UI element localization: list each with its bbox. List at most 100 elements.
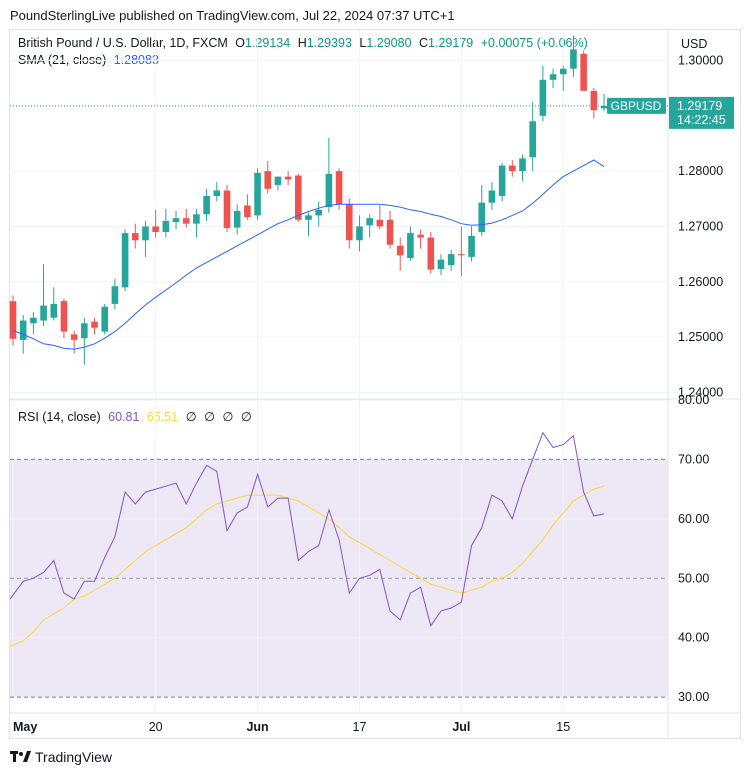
candle-body: [315, 209, 322, 216]
low-label: L: [359, 36, 367, 50]
candle-body: [488, 190, 496, 203]
candle-body: [529, 121, 536, 158]
candle-body: [193, 214, 200, 224]
candle-body: [356, 226, 363, 241]
footer-brand: TradingView: [35, 749, 113, 765]
candle-body: [121, 233, 129, 288]
candle-body: [233, 210, 241, 228]
candle-body: [549, 74, 557, 80]
candle-body: [40, 305, 47, 321]
instrument-label[interactable]: British Pound / U.S. Dollar, 1D, FXCM: [18, 36, 228, 50]
candle-body: [295, 175, 302, 220]
candle-body: [162, 220, 170, 232]
na-symbol: ∅: [240, 410, 252, 424]
candle-body: [30, 317, 37, 324]
time-tick-label: May: [13, 720, 37, 734]
change-value: +0.00075 (+0.06%): [480, 36, 588, 50]
candle-body: [437, 259, 445, 270]
price-legend: British Pound / U.S. Dollar, 1D, FXCM O1…: [18, 36, 592, 50]
price-tag: 1.29179 14:22:45: [669, 96, 734, 129]
rsi-level-lines: [10, 458, 668, 698]
candle-body: [101, 306, 109, 332]
open-label: O: [235, 36, 246, 50]
candle-body: [580, 53, 587, 91]
close-value: 1.29179: [428, 36, 474, 50]
time-tick-label: Jun: [246, 720, 268, 734]
rsi-legend: RSI (14, close) 60.81 65.51 ∅ ∅ ∅ ∅: [18, 409, 256, 424]
candle-body: [519, 158, 526, 172]
symbol-tag-label: GBPUSD: [611, 99, 662, 113]
time-axis[interactable]: May 20 Jun 17 Jul 15: [13, 720, 570, 734]
candle-body: [335, 171, 343, 205]
rsi-ma-value: 65.51: [146, 410, 179, 424]
candles: [9, 35, 608, 365]
candle-body: [244, 205, 251, 218]
candle-body: [559, 68, 567, 75]
candle-body: [396, 245, 404, 256]
na-symbol: ∅: [185, 410, 197, 424]
price-tag-value: 1.29179: [677, 99, 722, 113]
time-tick-label: Jul: [452, 720, 470, 734]
candle-body: [50, 303, 58, 318]
chart-frame: [9, 29, 741, 739]
candle-body: [570, 49, 577, 69]
candle-body: [111, 286, 119, 304]
candle-body: [407, 233, 414, 258]
na-symbol: ∅: [204, 410, 215, 424]
rsi-axis[interactable]: 30.00 40.00 50.00 60.00 70.00 80.00: [678, 393, 709, 704]
candle-body: [590, 90, 598, 111]
candle-body: [264, 171, 272, 189]
candle-body: [284, 176, 292, 180]
candle-body: [447, 254, 455, 266]
price-tick-label: 1.25000: [678, 330, 723, 344]
candle-body: [172, 218, 180, 223]
rsi-tick-label: 30.00: [678, 690, 709, 704]
candle-body: [182, 218, 190, 224]
rsi-tick-label: 40.00: [678, 631, 709, 645]
candle-body: [386, 219, 394, 245]
candle-body: [274, 176, 282, 185]
price-tick-label: 1.30000: [678, 53, 723, 67]
candle-body: [498, 165, 506, 197]
rsi-tick-label: 80.00: [678, 393, 709, 407]
rsi-label[interactable]: RSI (14, close): [18, 410, 101, 424]
price-tag-box: [669, 96, 734, 129]
candle-body: [60, 301, 68, 332]
candle-body: [203, 196, 210, 215]
candle-body: [131, 233, 139, 241]
candle-body: [152, 226, 159, 232]
candle-body: [325, 173, 333, 208]
rsi-ma-line: [9, 485, 605, 648]
candle-body: [376, 219, 384, 227]
grid: [10, 30, 668, 712]
candle-body: [305, 215, 312, 220]
tradingview-logo-icon: [10, 751, 31, 762]
candle-body: [478, 202, 486, 232]
high-label: H: [297, 36, 307, 50]
rsi-tick-label: 60.00: [678, 512, 709, 526]
candle-body: [91, 321, 98, 328]
rsi-tick-label: 50.00: [678, 571, 709, 585]
price-tick-label: 1.26000: [678, 275, 723, 289]
footer: TradingView: [10, 749, 112, 765]
candle-body: [142, 226, 149, 241]
symbol-tag-box: [607, 97, 666, 114]
price-axis[interactable]: 1.24000 1.25000 1.26000 1.27000 1.28000 1.300…: [678, 53, 723, 399]
price-tick-label: 1.24000: [678, 385, 723, 399]
time-tick-label: 20: [149, 720, 163, 734]
candle-body: [458, 254, 465, 256]
sma-line: [12, 159, 605, 350]
time-tick-label: 15: [556, 720, 570, 734]
symbol-tag: GBPUSD: [607, 97, 666, 114]
rsi-line: [9, 431, 605, 627]
candle-body: [509, 165, 516, 172]
price-tick-label: 1.28000: [678, 164, 723, 178]
candle-body: [81, 323, 88, 339]
currency-button[interactable]: USD: [681, 37, 708, 51]
candle-body: [70, 334, 78, 340]
open-value: 1.29134: [245, 36, 291, 50]
rsi-tick-label: 70.00: [678, 452, 709, 466]
low-value: 1.29080: [366, 36, 412, 50]
high-value: 1.29393: [306, 36, 352, 50]
